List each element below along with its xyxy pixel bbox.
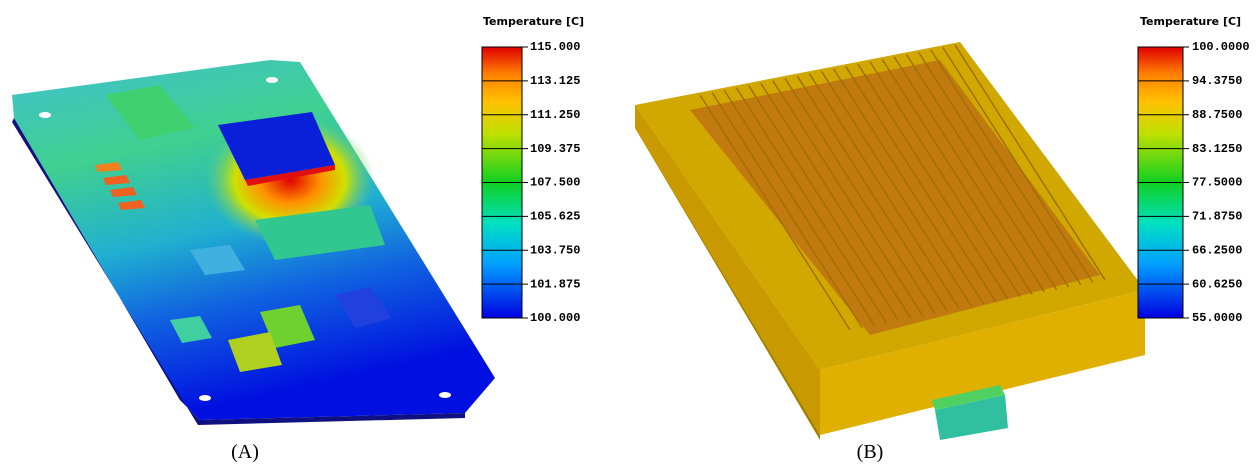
heatsink-render — [635, 42, 1145, 440]
tick-label: 77.5000 — [1192, 176, 1242, 190]
figure: Temperature [C] 115.000 113.125 111.250 109.… — [0, 0, 1257, 468]
tick-label: 55.0000 — [1192, 311, 1242, 325]
tick-label: 100.000 — [530, 311, 580, 325]
legend-title: Temperature [C] — [1140, 15, 1241, 28]
tick-label: 107.500 — [530, 176, 580, 190]
tick-label: 101.875 — [530, 277, 580, 291]
legend-title: Temperature [C] — [483, 15, 584, 28]
tick-label: 115.000 — [530, 40, 580, 54]
tick-label: 109.375 — [530, 142, 580, 156]
board-render — [12, 60, 495, 425]
tick-label: 94.3750 — [1192, 74, 1242, 88]
tick-label: 100.0000 — [1192, 40, 1250, 54]
tick-label: 71.8750 — [1192, 210, 1242, 224]
tick-label: 111.250 — [530, 108, 580, 122]
tick-label: 103.750 — [530, 243, 580, 257]
tick-label: 60.6250 — [1192, 277, 1242, 291]
panel-label: (A) — [231, 441, 259, 463]
tick-label: 105.625 — [530, 210, 580, 224]
panel-label: (B) — [857, 441, 884, 463]
tick-label: 66.2500 — [1192, 243, 1242, 257]
tick-label: 83.1250 — [1192, 142, 1242, 156]
tick-label: 88.7500 — [1192, 108, 1242, 122]
tick-label: 113.125 — [530, 74, 580, 88]
